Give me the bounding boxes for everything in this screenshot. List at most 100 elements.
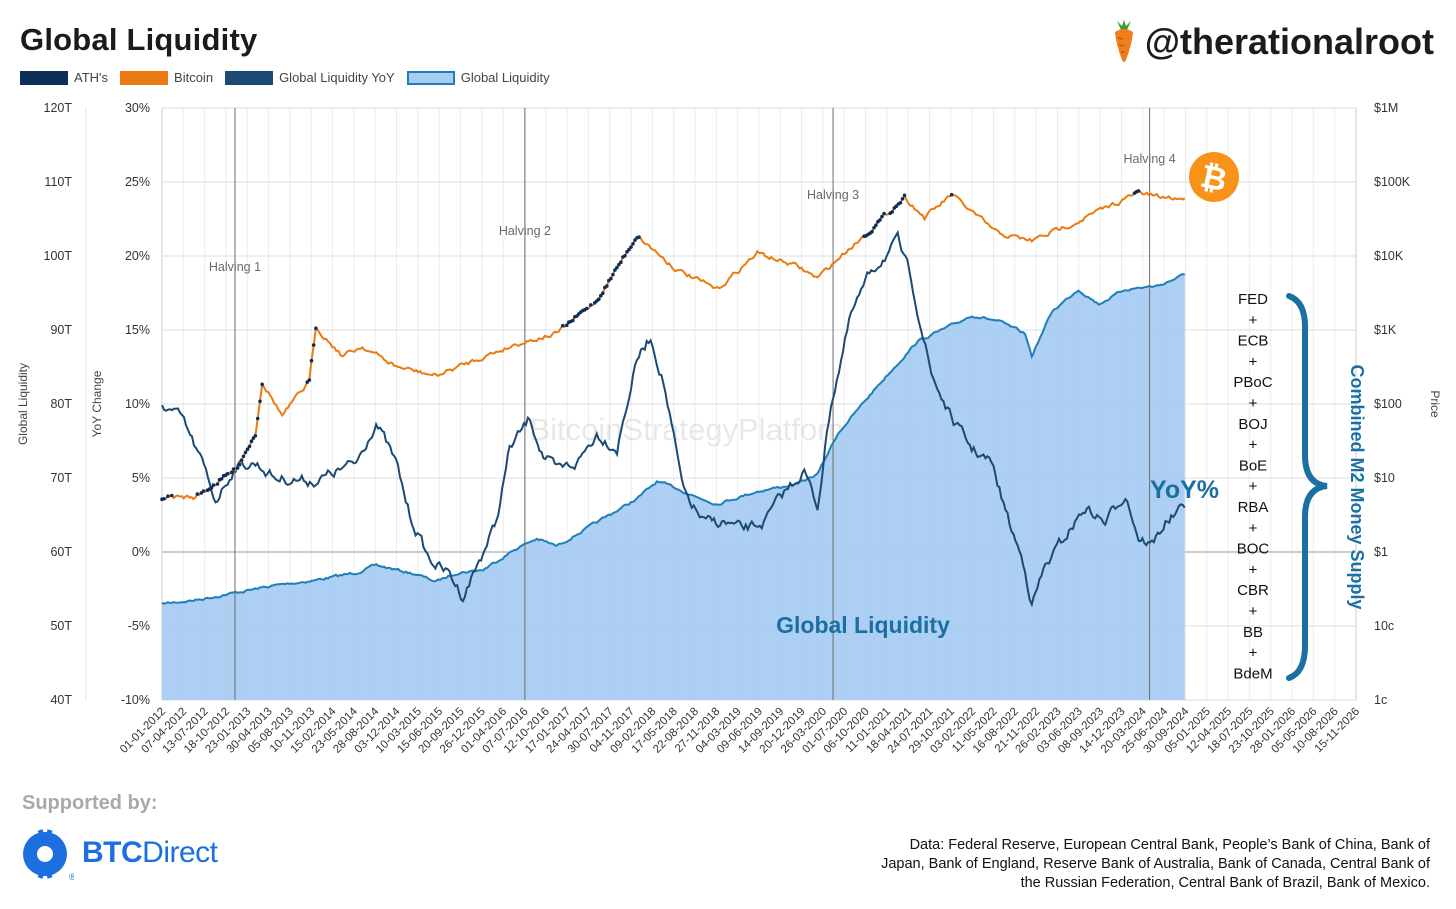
ath-marker (890, 210, 894, 214)
ath-marker (872, 226, 876, 230)
ath-marker (629, 245, 633, 249)
yoy-tick-label: 30% (125, 101, 150, 115)
ath-marker (201, 489, 206, 493)
ath-marker (211, 483, 216, 487)
ath-marker (247, 444, 252, 449)
central-bank-item: BOC (1237, 541, 1270, 558)
yoy-annotation: YoY% (1150, 476, 1219, 504)
legend-label-bitcoin: Bitcoin (174, 70, 214, 85)
price-tick-label: $10K (1374, 249, 1404, 263)
central-bank-item: + (1249, 437, 1258, 454)
yoy-axis-title: YoY Change (90, 370, 104, 437)
legend: ATH's Bitcoin Global Liquidity YoY Globa… (20, 70, 562, 85)
ath-marker (599, 293, 603, 298)
ath-marker (627, 247, 631, 252)
price-tick-label: $1K (1374, 323, 1397, 337)
legend-item-aths[interactable]: ATH's (20, 70, 108, 85)
ath-marker (601, 291, 605, 296)
ath-marker (260, 382, 265, 387)
central-bank-item: + (1249, 478, 1258, 495)
carrot-icon (1114, 20, 1133, 62)
ath-marker (637, 235, 641, 239)
ath-marker (170, 493, 174, 498)
halving-label: Halving 2 (499, 224, 551, 238)
central-bank-item: + (1249, 395, 1258, 412)
liquidity-tick-label: 40T (50, 693, 72, 707)
ath-marker (870, 229, 874, 234)
legend-item-liquidity[interactable]: Global Liquidity (406, 70, 550, 85)
central-bank-item: CBR (1237, 582, 1269, 599)
yoy-tick-label: 20% (125, 249, 150, 263)
ath-marker (561, 323, 565, 328)
price-tick-label: $100 (1374, 397, 1402, 411)
legend-item-yoy[interactable]: Global Liquidity YoY (225, 70, 395, 85)
central-bank-item: BOJ (1238, 416, 1267, 433)
ath-marker (229, 470, 234, 475)
liquidity-tick-label: 60T (50, 545, 72, 559)
price-tick-label: 10c (1374, 619, 1394, 633)
sponsor-name: BTCDirect (82, 836, 218, 869)
brand-handle: @therationalroot (1144, 21, 1434, 62)
legend-label-aths: ATH's (74, 70, 109, 85)
legend-swatch-liquidity (406, 70, 455, 85)
ath-marker (617, 262, 621, 267)
ath-marker (195, 492, 200, 496)
liquidity-tick-label: 110T (44, 175, 72, 189)
ath-marker (309, 358, 314, 363)
central-bank-item: + (1249, 645, 1258, 662)
yoy-tick-label: -10% (121, 693, 150, 707)
legend-item-bitcoin[interactable]: Bitcoin (120, 70, 213, 85)
page-title: Global Liquidity (20, 22, 258, 57)
ath-markers (160, 189, 1141, 502)
price-tick-label: $1M (1374, 101, 1398, 115)
ath-marker (874, 223, 878, 227)
ath-marker (241, 454, 246, 459)
legend-swatch-aths (20, 70, 68, 85)
central-bank-item: + (1249, 603, 1258, 620)
sponsor-logo[interactable]: ® BTCDirect (20, 826, 218, 880)
ath-marker (900, 197, 905, 201)
supported-by-label: Supported by: (22, 792, 158, 814)
ath-marker (255, 416, 260, 421)
halving-lines: Halving 1 Halving 2 Halving 3 Halving 4 (209, 108, 1176, 700)
ath-marker (609, 276, 613, 281)
ath-marker (245, 447, 250, 452)
legend-swatch-bitcoin (120, 70, 169, 85)
ath-marker (307, 378, 312, 382)
yoy-line (161, 229, 1186, 608)
liquidity-annotation: Global Liquidity (776, 612, 950, 638)
central-bank-item: BB (1243, 624, 1263, 641)
bitcoin-logo-icon: ₿ (1189, 152, 1239, 202)
yoy-tick-label: 15% (125, 323, 150, 337)
price-tick-label: 1c (1374, 693, 1387, 707)
ath-marker (239, 458, 244, 463)
ath-marker (258, 399, 262, 404)
yoy-tick-label: 10% (125, 397, 150, 411)
ath-marker (949, 192, 954, 197)
data-source-note: Data: Federal Reserve, European Central … (881, 837, 1430, 891)
central-bank-item: + (1249, 312, 1258, 329)
ath-marker (619, 260, 623, 265)
btc-direct-logo-icon: ® (23, 829, 74, 880)
liquidity-tick-label: 120T (44, 101, 73, 115)
liquidity-area (162, 274, 1185, 700)
central-bank-item: PBoC (1233, 374, 1272, 391)
ath-marker (613, 268, 617, 272)
brand: @therationalroot (1109, 20, 1434, 64)
ath-marker (902, 193, 907, 198)
yoy-tick-label: -5% (128, 619, 150, 633)
yoy-tick-label: 25% (125, 175, 150, 189)
ath-marker (589, 303, 593, 307)
ath-marker (611, 272, 615, 277)
ath-marker (237, 462, 242, 467)
svg-text:®: ® (69, 872, 74, 880)
ath-marker (311, 343, 316, 347)
liquidity-tick-label: 80T (50, 397, 72, 411)
central-bank-item: BoE (1239, 457, 1267, 474)
ath-marker (898, 201, 903, 205)
legend-label-yoy: Global Liquidity YoY (279, 70, 395, 85)
legend-label-liquidity: Global Liquidity (460, 70, 550, 85)
central-bank-item: + (1249, 520, 1258, 537)
central-bank-item: ECB (1238, 333, 1269, 350)
ath-marker (253, 434, 258, 438)
